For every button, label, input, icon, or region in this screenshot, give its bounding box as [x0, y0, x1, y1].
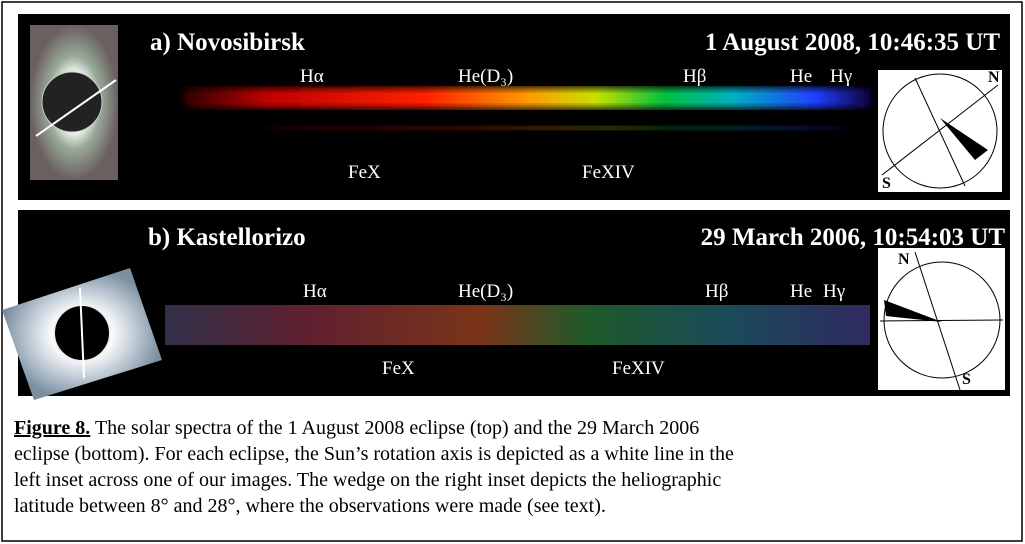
line-label: Hα	[303, 281, 327, 302]
spectrum-lower	[260, 126, 850, 130]
line-label: FeX	[348, 162, 381, 183]
line-label: Hα	[300, 66, 324, 87]
line-label: He(D₃)	[458, 66, 513, 87]
moon	[41, 71, 103, 133]
line-label: He(D₃)	[458, 281, 513, 302]
line-label: He	[790, 66, 812, 87]
panel-b: b) Kastellorizo 29 March 2006, 10:54:03 …	[2, 210, 1010, 400]
panel-bg	[18, 210, 1010, 396]
compass-label: N	[898, 251, 910, 268]
panel-date: 1 August 2008, 10:46:35 UT	[705, 29, 1000, 56]
compass-line	[879, 319, 1004, 322]
caption-line: eclipse (bottom). For each eclipse, the …	[14, 443, 734, 465]
rotation-axis	[79, 287, 85, 379]
line-label: He	[790, 281, 812, 302]
wedge	[940, 118, 988, 160]
panel-a: a) Novosibirsk 1 August 2008, 10:46:35 U…	[18, 14, 1010, 200]
caption-line: Figure 8. The solar spectra of the 1 Aug…	[14, 417, 699, 439]
compass-line	[914, 77, 966, 187]
compass-label: N	[988, 69, 1000, 86]
line-label: FeXIV	[582, 162, 635, 183]
caption-label: Figure 8.	[14, 417, 90, 439]
panel-title: b) Kastellorizo	[148, 224, 306, 251]
panel-title: a) Novosibirsk	[150, 29, 305, 56]
compass-line	[881, 84, 999, 176]
caption-text: The solar spectra of the 1 August 2008 e…	[95, 417, 699, 439]
spectrum-core	[185, 93, 870, 103]
line-label: Hγ	[823, 281, 845, 302]
compass-label: S	[882, 175, 891, 192]
wedge	[884, 300, 942, 322]
spectrum	[165, 305, 870, 345]
panel-date: 29 March 2006, 10:54:03 UT	[701, 224, 1006, 251]
line-label: FeXIV	[612, 358, 665, 379]
rotation-axis	[35, 79, 117, 137]
line-label: Hβ	[683, 66, 706, 87]
caption-line: left inset across one of our images. The…	[14, 469, 721, 491]
caption-line: latitude between 8° and 28°, where the o…	[14, 495, 606, 517]
compass-inset	[878, 248, 1005, 390]
compass-circle	[882, 73, 998, 189]
caption: Figure 8. The solar spectra of the 1 Aug…	[14, 417, 734, 517]
line-label: Hγ	[830, 66, 852, 87]
line-label: FeX	[382, 358, 415, 379]
line-label: Hβ	[705, 281, 728, 302]
compass-label: S	[962, 371, 971, 388]
